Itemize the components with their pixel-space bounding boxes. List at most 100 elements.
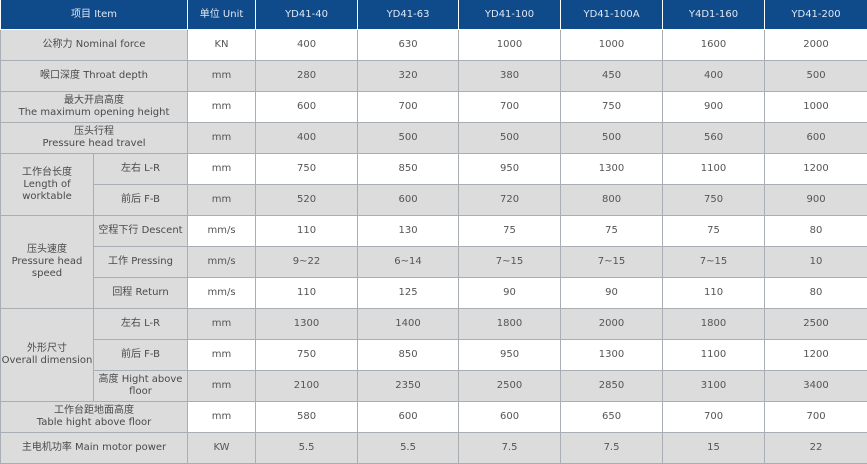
value-cell: 380: [459, 61, 561, 92]
value-cell: 2000: [561, 309, 663, 340]
value-cell: 75: [561, 216, 663, 247]
value-cell: 500: [358, 123, 459, 154]
value-cell: 500: [459, 123, 561, 154]
value-cell: 2000: [765, 30, 867, 61]
row-label: 左右 L-R: [94, 309, 188, 340]
row-label: 喉口深度 Throat depth: [1, 61, 188, 92]
value-cell: 630: [358, 30, 459, 61]
value-cell: 2500: [765, 309, 867, 340]
value-cell: 15: [663, 433, 765, 464]
value-cell: 1300: [256, 309, 358, 340]
row-label: 空程下行 Descent: [94, 216, 188, 247]
value-cell: 600: [358, 185, 459, 216]
value-cell: 850: [358, 154, 459, 185]
value-cell: 700: [765, 402, 867, 433]
value-cell: 750: [561, 92, 663, 123]
value-cell: 1600: [663, 30, 765, 61]
value-cell: 1000: [561, 30, 663, 61]
value-cell: 5.5: [256, 433, 358, 464]
row-label: 高度 Hight above floor: [94, 371, 188, 402]
row-label: 工作 Pressing: [94, 247, 188, 278]
unit-cell: mm: [188, 340, 256, 371]
value-cell: 600: [459, 402, 561, 433]
value-cell: 320: [358, 61, 459, 92]
value-cell: 950: [459, 340, 561, 371]
value-cell: 900: [765, 185, 867, 216]
value-cell: 3400: [765, 371, 867, 402]
value-cell: 1800: [663, 309, 765, 340]
row-label: 最大开启高度 The maximum opening height: [1, 92, 188, 123]
value-cell: 22: [765, 433, 867, 464]
value-cell: 750: [256, 340, 358, 371]
value-cell: 1100: [663, 340, 765, 371]
unit-cell: KW: [188, 433, 256, 464]
unit-cell: mm: [188, 61, 256, 92]
value-cell: 700: [459, 92, 561, 123]
unit-cell: mm: [188, 402, 256, 433]
value-cell: 75: [459, 216, 561, 247]
value-cell: 580: [256, 402, 358, 433]
value-cell: 800: [561, 185, 663, 216]
group-label: 外形尺寸 Overall dimension: [1, 309, 94, 402]
unit-cell: mm/s: [188, 247, 256, 278]
unit-cell: mm: [188, 371, 256, 402]
value-cell: 1300: [561, 154, 663, 185]
value-cell: 7~15: [561, 247, 663, 278]
unit-cell: mm/s: [188, 278, 256, 309]
value-cell: 75: [663, 216, 765, 247]
value-cell: 2350: [358, 371, 459, 402]
unit-cell: mm: [188, 309, 256, 340]
header-model: YD41-100A: [561, 0, 663, 30]
row-label: 压头行程 Pressure head travel: [1, 123, 188, 154]
value-cell: 7~15: [663, 247, 765, 278]
group-label: 压头速度 Pressure head speed: [1, 216, 94, 309]
value-cell: 3100: [663, 371, 765, 402]
row-label: 主电机功率 Main motor power: [1, 433, 188, 464]
group-label: 工作台长度 Length of worktable: [1, 154, 94, 216]
value-cell: 1400: [358, 309, 459, 340]
value-cell: 110: [256, 278, 358, 309]
row-label: 前后 F-B: [94, 185, 188, 216]
value-cell: 600: [358, 402, 459, 433]
value-cell: 400: [663, 61, 765, 92]
header-unit: 单位 Unit: [188, 0, 256, 30]
value-cell: 700: [663, 402, 765, 433]
value-cell: 2850: [561, 371, 663, 402]
header-model: YD41-63: [358, 0, 459, 30]
value-cell: 5.5: [358, 433, 459, 464]
value-cell: 600: [256, 92, 358, 123]
value-cell: 720: [459, 185, 561, 216]
value-cell: 400: [256, 30, 358, 61]
unit-cell: mm: [188, 92, 256, 123]
value-cell: 280: [256, 61, 358, 92]
value-cell: 520: [256, 185, 358, 216]
value-cell: 6~14: [358, 247, 459, 278]
value-cell: 750: [663, 185, 765, 216]
unit-cell: mm: [188, 123, 256, 154]
value-cell: 500: [561, 123, 663, 154]
header-item: 项目 Item: [1, 0, 188, 30]
value-cell: 500: [765, 61, 867, 92]
row-label: 回程 Return: [94, 278, 188, 309]
value-cell: 130: [358, 216, 459, 247]
unit-cell: KN: [188, 30, 256, 61]
value-cell: 80: [765, 278, 867, 309]
unit-cell: mm/s: [188, 216, 256, 247]
header-model: YD41-40: [256, 0, 358, 30]
unit-cell: mm: [188, 185, 256, 216]
value-cell: 7~15: [459, 247, 561, 278]
row-label: 工作台距地面高度 Table hight above floor: [1, 402, 188, 433]
